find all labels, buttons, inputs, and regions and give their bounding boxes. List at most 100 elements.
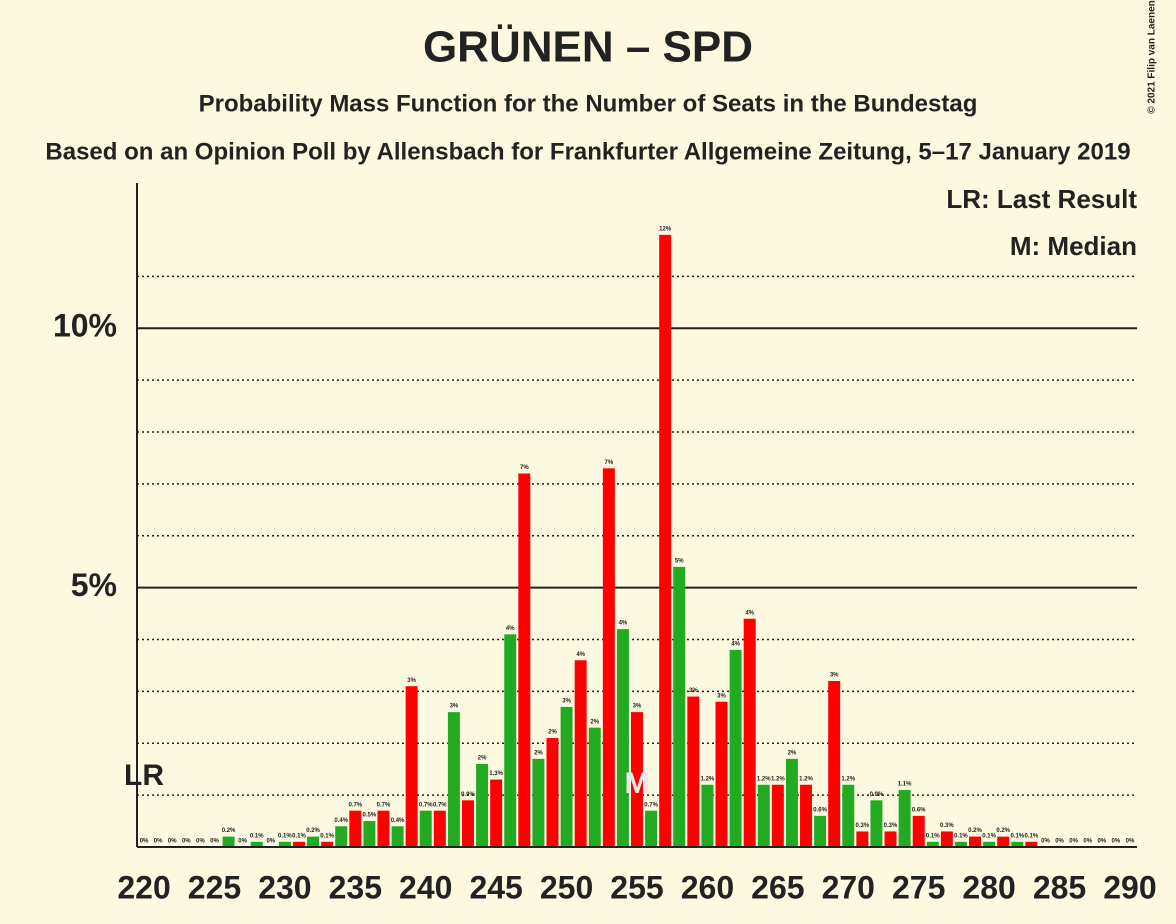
value-label: 0.9%: [461, 792, 475, 798]
bar: [574, 660, 587, 847]
value-label: 0%: [168, 839, 177, 845]
value-label: 1.2%: [799, 776, 813, 782]
value-label: 0.4%: [334, 818, 348, 824]
y-tick-label: 5%: [71, 567, 117, 603]
bar: [490, 779, 503, 847]
value-label: 0.1%: [982, 833, 996, 839]
bar: [433, 810, 446, 847]
bar: [391, 826, 404, 847]
bar: [828, 681, 841, 847]
value-label: 1.2%: [771, 776, 785, 782]
value-label: 0%: [154, 839, 163, 845]
value-label: 3%: [407, 678, 416, 684]
value-label: 7%: [520, 465, 529, 471]
value-label: 4%: [745, 610, 754, 616]
bar: [631, 712, 643, 847]
legend-entry: M: Median: [1010, 231, 1137, 261]
x-tick-label: 225: [188, 869, 241, 905]
bar: [532, 758, 545, 847]
bar: [363, 821, 376, 847]
value-label: 5%: [675, 558, 684, 564]
bar: [321, 841, 334, 847]
bar: [743, 618, 756, 847]
bar: [616, 629, 629, 847]
bar: [842, 784, 855, 847]
value-label: 4%: [619, 621, 628, 627]
value-label: 3%: [717, 693, 726, 699]
value-label: 0.6%: [912, 807, 926, 813]
y-tick-label: 10%: [53, 308, 117, 344]
bar: [560, 706, 573, 847]
bar: [771, 784, 784, 847]
value-label: 0.1%: [292, 833, 306, 839]
value-label: 2%: [548, 730, 557, 736]
bar: [785, 758, 798, 847]
value-label: 2%: [478, 756, 487, 762]
value-label: 0.4%: [391, 818, 405, 824]
value-label: 0.3%: [940, 823, 954, 829]
value-label: 0.2%: [306, 828, 320, 834]
bar: [250, 841, 263, 847]
bar: [997, 836, 1010, 847]
value-label: 0.6%: [813, 807, 827, 813]
bar: [476, 764, 489, 847]
value-label: 3%: [562, 699, 571, 705]
bar: [222, 836, 235, 847]
value-label: 0.9%: [870, 792, 884, 798]
bar: [504, 634, 517, 847]
x-tick-label: 260: [681, 869, 734, 905]
value-label: 0.2%: [968, 828, 982, 834]
value-label: 0%: [1126, 839, 1135, 845]
value-label: 0.1%: [1010, 833, 1024, 839]
last-result-marker: LR: [124, 759, 164, 792]
bar: [912, 815, 925, 847]
bar: [518, 473, 531, 847]
bar: [1011, 841, 1024, 847]
value-label: 0%: [1041, 839, 1050, 845]
value-label: 4%: [576, 652, 585, 658]
bar: [1025, 841, 1038, 847]
value-label: 0.1%: [954, 833, 968, 839]
bar: [292, 841, 305, 847]
value-label: 0.1%: [320, 833, 334, 839]
value-label: 0.7%: [377, 802, 391, 808]
bar: [757, 784, 770, 847]
legend-entry: LR: Last Result: [946, 184, 1137, 214]
value-label: 0%: [1112, 839, 1121, 845]
bar: [926, 841, 939, 847]
bar: [884, 831, 897, 847]
value-label: 3%: [689, 688, 698, 694]
x-tick-label: 280: [962, 869, 1015, 905]
bar: [856, 831, 869, 847]
bar: [969, 836, 982, 847]
value-label: 0%: [1097, 839, 1106, 845]
bar: [349, 810, 362, 847]
bar: [983, 841, 996, 847]
bar: [278, 841, 291, 847]
bar: [898, 789, 911, 847]
bar: [687, 696, 700, 847]
value-label: 0.1%: [1025, 833, 1039, 839]
value-label: 3%: [633, 704, 642, 710]
bar: [870, 800, 883, 847]
value-label: 0%: [1069, 839, 1078, 845]
x-tick-label: 245: [469, 869, 522, 905]
value-label: 0.1%: [278, 833, 292, 839]
value-label: 0.3%: [856, 823, 870, 829]
bar: [377, 810, 390, 847]
chart-title: GRÜNEN – SPD: [423, 23, 753, 72]
value-label: 0%: [266, 839, 275, 845]
bar: [715, 701, 728, 847]
bar: [673, 566, 686, 847]
x-tick-label: 230: [258, 869, 311, 905]
value-label: 0%: [1083, 839, 1092, 845]
value-label: 0.2%: [222, 828, 236, 834]
value-label: 2%: [590, 719, 599, 725]
bar: [814, 815, 827, 847]
value-label: 7%: [604, 460, 613, 466]
value-label: 0.7%: [433, 802, 447, 808]
value-label: 0%: [210, 839, 219, 845]
value-label: 0%: [196, 839, 205, 845]
